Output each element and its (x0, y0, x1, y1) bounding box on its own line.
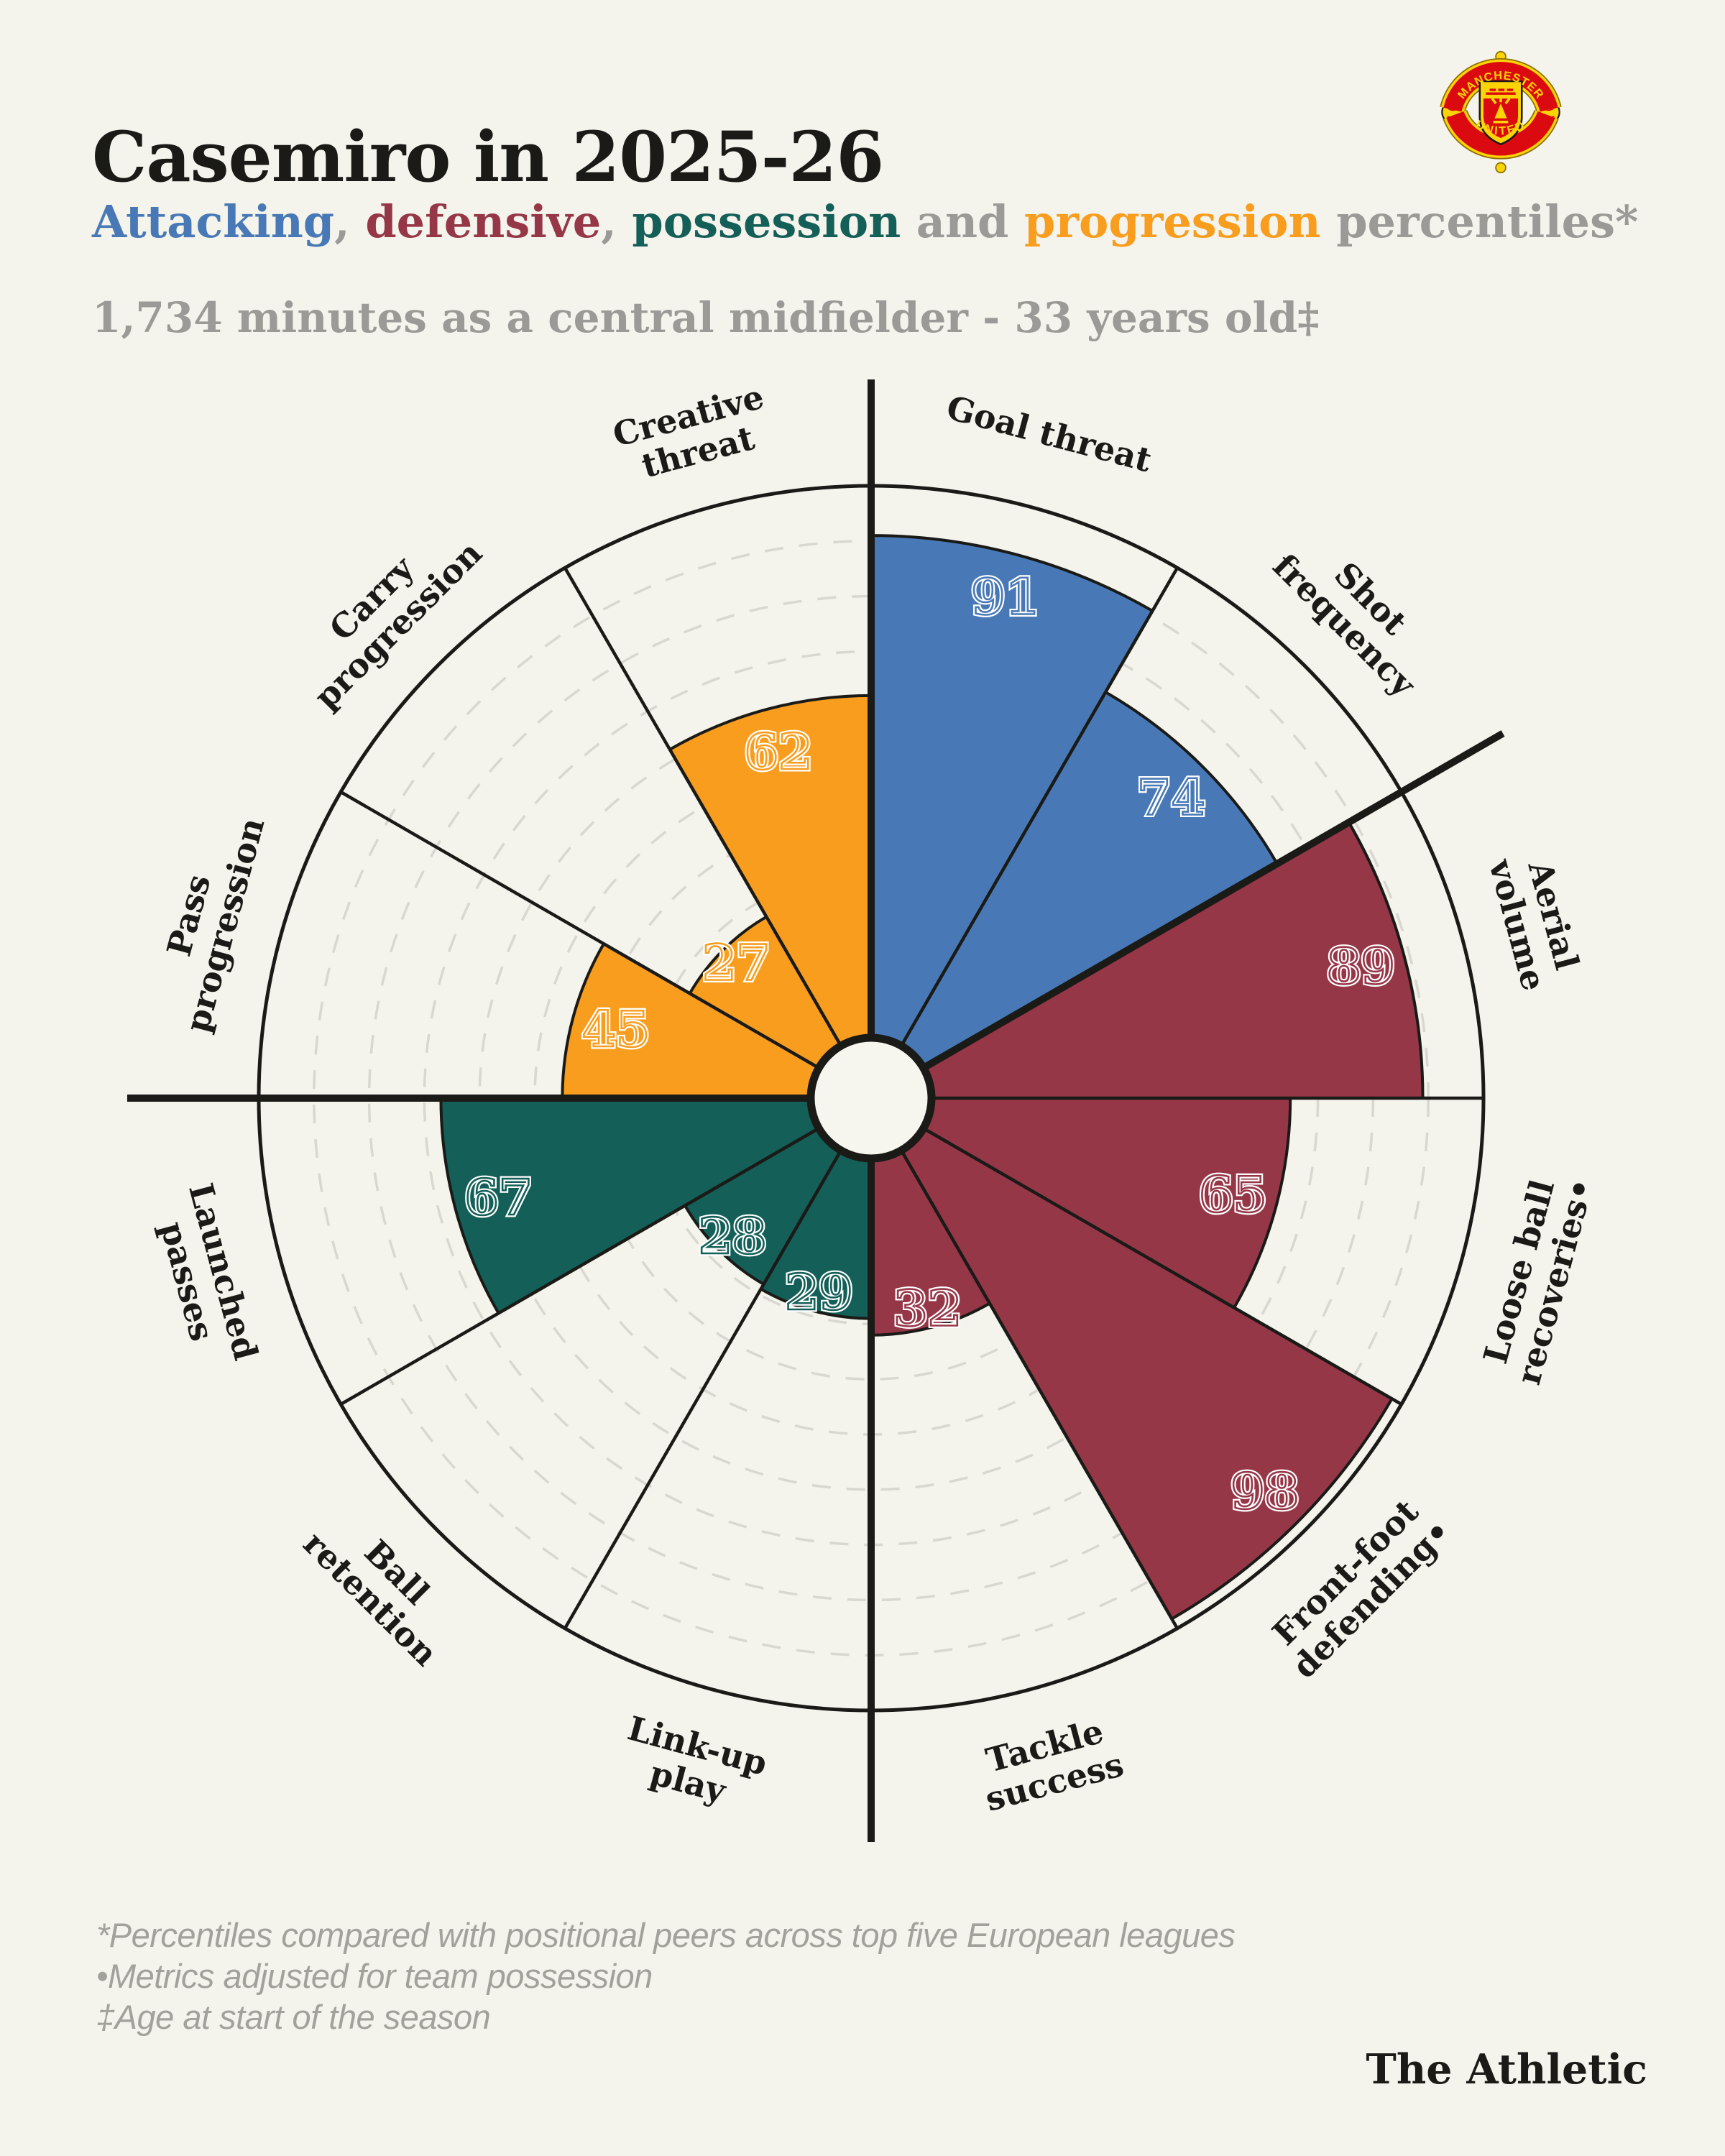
label-goal-threat: Goal threat (942, 388, 1156, 480)
value-outline-front-foot-defending: 98 (1230, 1463, 1299, 1521)
value-outline-goal-threat: 91 (971, 569, 1039, 627)
footnote-age: ‡Age at start of the season (96, 1998, 491, 2036)
footnote-possession-adjusted: •Metrics adjusted for team possession (96, 1957, 653, 1995)
value-outline-aerial-volume: 89 (1327, 938, 1395, 995)
slices (439, 534, 1425, 1621)
value-inline-pass-progression: 45 (582, 1001, 650, 1059)
value-outline-carry-progression: 27 (702, 934, 770, 992)
value-inline-tackle-success: 32 (893, 1280, 962, 1337)
value-inline-creative-threat: 62 (745, 724, 813, 781)
subtitle-part: defensive (365, 195, 602, 248)
value-outline-ball-retention: 28 (699, 1208, 767, 1266)
value-outline-tackle-success: 32 (893, 1280, 962, 1337)
subtitle-part: percentiles* (1320, 195, 1639, 248)
svg-text:Goal threat: Goal threat (942, 388, 1156, 480)
subtitle-part: progression (1024, 195, 1321, 248)
subtitle-part: possession (632, 195, 901, 248)
subtitle-part: , (334, 195, 366, 248)
slice-dividers (340, 567, 1484, 1629)
page-title: Casemiro in 2025-26 (92, 116, 884, 198)
value-inline-shot-frequency: 74 (1137, 770, 1205, 827)
value-inline-loose-ball-recoveries: 65 (1199, 1166, 1267, 1224)
footnotes: *Percentiles compared with positional pe… (96, 1915, 1236, 2037)
manchester-united-crest-icon: MANCHESTER UNITED (1440, 50, 1562, 174)
subtitle: Attacking, defensive, possession and pro… (92, 195, 1638, 248)
value-inline-goal-threat: 91 (971, 569, 1039, 627)
subtitle-part: Attacking (92, 195, 335, 248)
value-inline-launched-passes: 67 (464, 1169, 533, 1227)
value-outline-link-up-play: 29 (785, 1264, 853, 1322)
hub-circle (806, 1033, 936, 1163)
value-outline-launched-passes: 67 (464, 1169, 533, 1227)
value-inline-aerial-volume: 89 (1327, 938, 1395, 995)
value-inline-carry-progression: 27 (702, 934, 770, 992)
value-inline-ball-retention: 28 (699, 1208, 767, 1266)
group-dividers (127, 379, 1505, 1842)
subtitle-part: and (901, 195, 1024, 248)
context-line: 1,734 minutes as a central midfielder - … (92, 293, 1320, 342)
footnote-percentiles: *Percentiles compared with positional pe… (96, 1916, 1236, 1954)
subtitle-part: , (601, 195, 632, 248)
value-outline-creative-threat: 62 (745, 724, 813, 781)
publisher-credit: The Athletic (1366, 2045, 1647, 2093)
value-outline-loose-ball-recoveries: 65 (1199, 1166, 1267, 1224)
value-outline-pass-progression: 45 (582, 1001, 650, 1059)
value-labels: 9191747489896565989832322929282867674545… (462, 566, 1397, 1523)
value-inline-link-up-play: 29 (785, 1264, 853, 1322)
value-inline-front-foot-defending: 98 (1230, 1463, 1299, 1521)
value-outline-shot-frequency: 74 (1137, 770, 1205, 827)
